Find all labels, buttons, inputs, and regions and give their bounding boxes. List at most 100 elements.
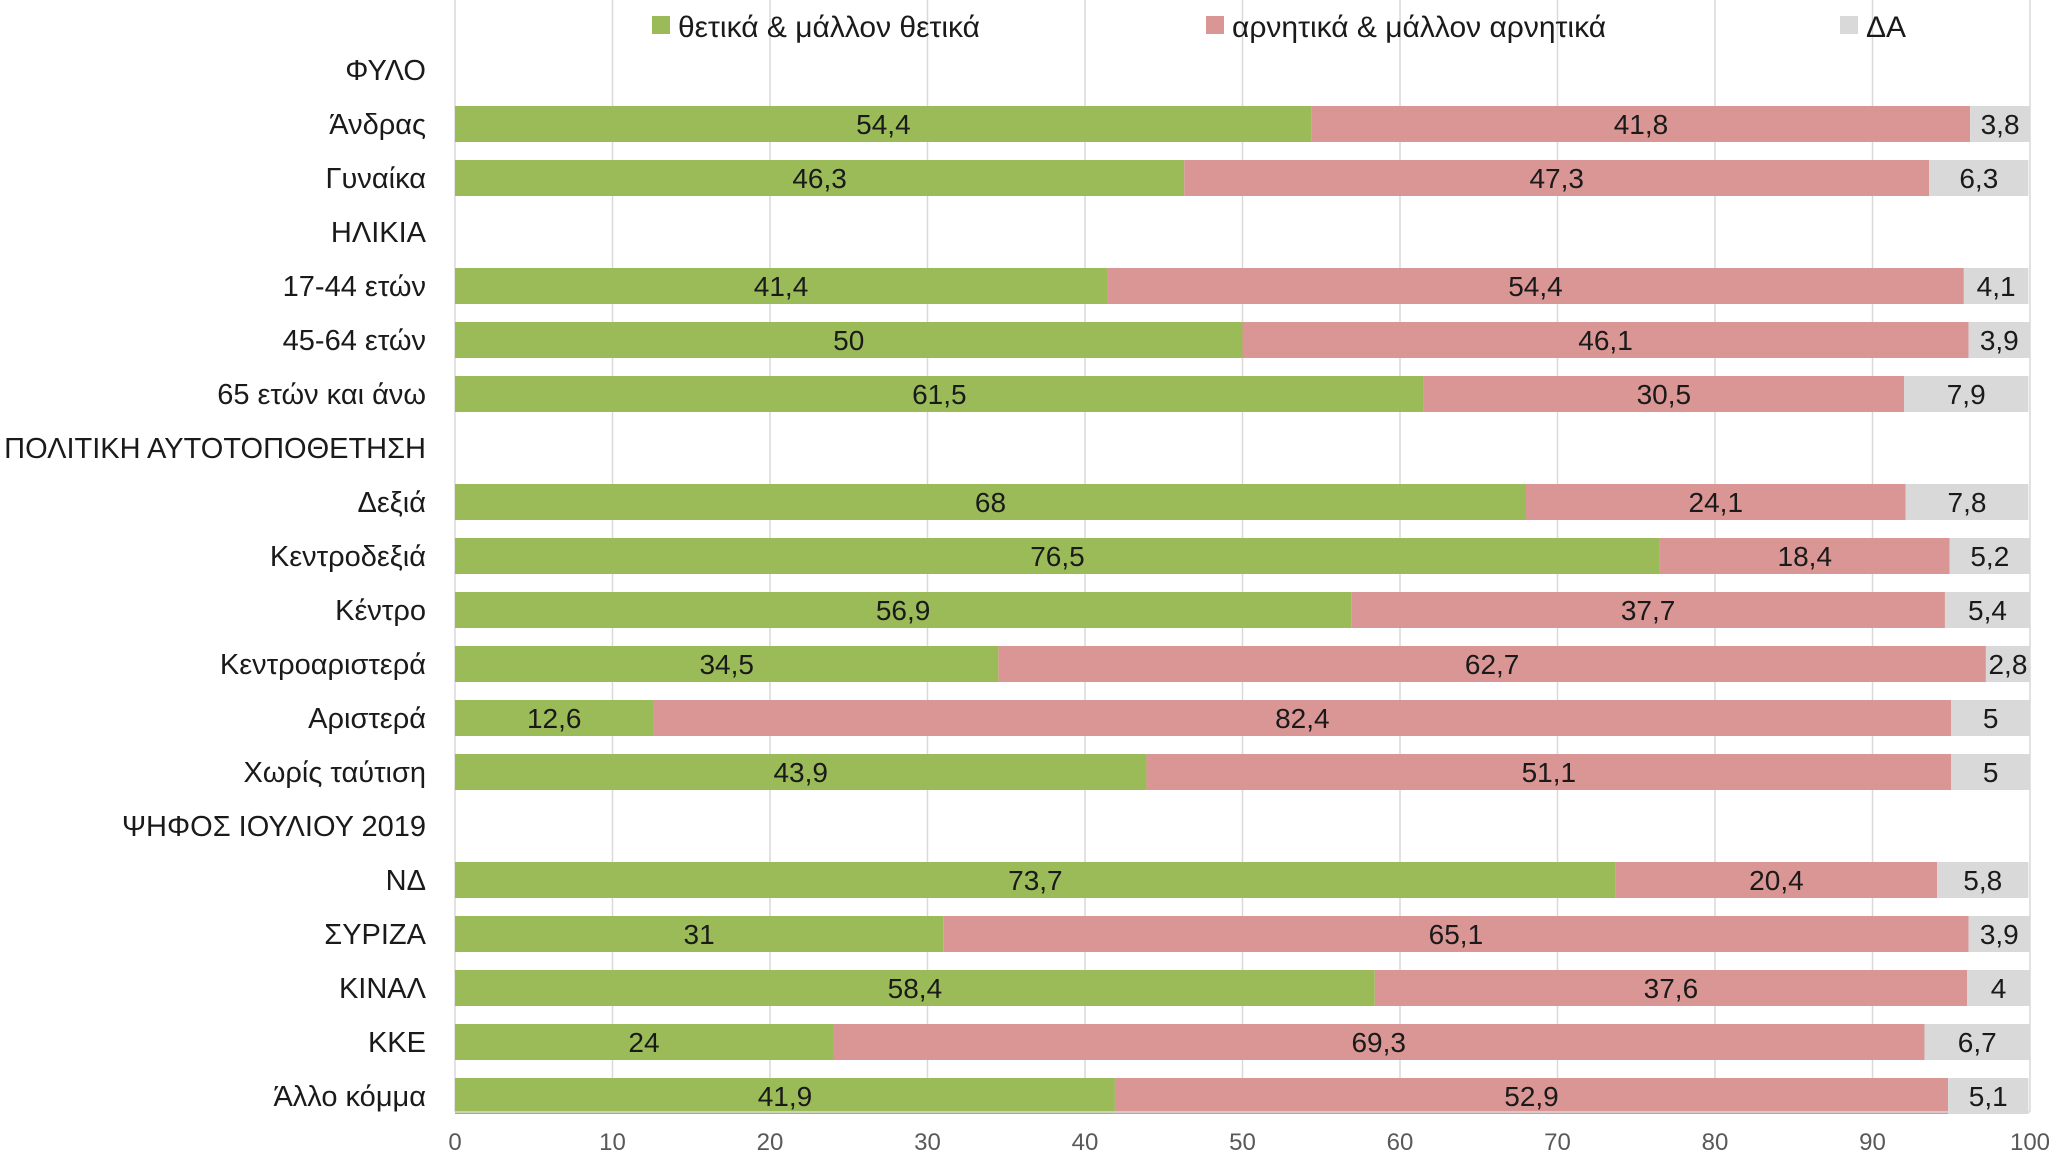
x-axis: 0 10 20 30 40 50 60 70 80 90 100 [448, 1111, 2050, 1156]
data-label: 6,3 [1959, 163, 1998, 194]
group-heading: ΠΟΛΙΤΙΚΗ ΑΥΤΟΤΟΠΟΘΕΤΗΣΗ [4, 433, 426, 465]
bar-positive [455, 700, 654, 736]
bar-dk [1929, 160, 2029, 196]
data-label: 30,5 [1637, 379, 1692, 410]
bars: 54,4 41,8 3,846,3 47,3 6,341,4 54,4 4,150 46,1 3… [455, 106, 2030, 1114]
data-label: 37,7 [1621, 595, 1676, 626]
group-heading: ΗΛΙΚΙΑ [331, 217, 427, 249]
bar-dk [1949, 538, 2030, 574]
data-label: 68 [975, 487, 1006, 518]
category-label: 17-44 ετών [283, 271, 426, 303]
bar-positive [455, 106, 1312, 142]
group-heading: ΨΗΦΟΣ ΙΟΥΛΙΟΥ 2019 [122, 811, 426, 843]
bar-negative [1615, 862, 1938, 898]
bar-negative [1184, 160, 1930, 196]
data-label: 69,3 [1351, 1027, 1406, 1058]
data-label: 73,7 [1008, 865, 1063, 896]
bar-negative [943, 916, 1969, 952]
legend-swatch [1206, 16, 1224, 34]
data-label: 4 [1991, 973, 2007, 1004]
category-label: 45-64 ετών [283, 325, 426, 357]
x-tick-label: 80 [1702, 1129, 1729, 1156]
x-tick-label: 70 [1544, 1129, 1571, 1156]
bar-dk [1924, 1024, 2030, 1060]
data-label: 5,1 [1969, 1081, 2008, 1112]
bar-negative [1242, 322, 1969, 358]
data-label: 18,4 [1778, 541, 1833, 572]
data-label: 34,5 [699, 649, 754, 680]
data-label: 54,4 [856, 109, 911, 140]
data-label: 37,6 [1644, 973, 1699, 1004]
data-label: 7,9 [1947, 379, 1986, 410]
data-label: 50 [833, 325, 864, 356]
category-labels: ΦΥΛΟ Άνδρας Γυναίκα ΗΛΙΚΙΑ 17-44 ετών 45-64 ε… [4, 55, 427, 1113]
bar-positive [455, 268, 1108, 304]
data-label: 31 [684, 919, 715, 950]
data-label: 62,7 [1465, 649, 1520, 680]
x-tick-label: 30 [914, 1129, 941, 1156]
legend-swatch [652, 16, 670, 34]
category-label: Άνδρας [329, 109, 426, 141]
data-label: 46,3 [792, 163, 847, 194]
group-heading: ΦΥΛΟ [345, 55, 426, 87]
x-tick-label: 40 [1072, 1129, 1099, 1156]
bar-positive [455, 916, 944, 952]
bar-positive [455, 592, 1352, 628]
category-label: Κεντροδεξιά [270, 541, 426, 573]
data-label: 51,1 [1522, 757, 1577, 788]
bar-negative [1423, 376, 1904, 412]
bar-positive [455, 376, 1424, 412]
data-label: 5,2 [1970, 541, 2009, 572]
bar-negative [998, 646, 1986, 682]
bar-negative [1374, 970, 1967, 1006]
data-label: 3,9 [1980, 325, 2019, 356]
bar-dk [1905, 484, 2029, 520]
legend-label: ΔΑ [1866, 11, 1906, 44]
bar-dk [1970, 106, 2030, 142]
legend-label: θετικά & μάλλον θετικά [678, 11, 980, 44]
bar-negative [1107, 268, 1964, 304]
legend-label: αρνητικά & μάλλον αρνητικά [1232, 11, 1606, 44]
category-label: Κεντροαριστερά [220, 649, 426, 681]
data-label: 2,8 [1988, 649, 2027, 680]
bar-negative [1526, 484, 1906, 520]
category-label: 65 ετών και άνω [217, 379, 426, 411]
bar-positive [455, 646, 999, 682]
bar-dk [1937, 862, 2029, 898]
category-label: ΣΥΡΙΖΑ [324, 919, 426, 951]
data-label: 24,1 [1689, 487, 1744, 518]
data-label: 3,9 [1980, 919, 2019, 950]
x-tick-label: 20 [757, 1129, 784, 1156]
category-label: ΝΔ [386, 865, 426, 897]
bar-dk [1968, 916, 2030, 952]
bar-dk [1951, 754, 2030, 790]
category-label: Δεξιά [358, 487, 427, 519]
category-label: Αριστερά [308, 703, 426, 735]
data-label: 54,4 [1508, 271, 1563, 302]
bar-positive [455, 1078, 1115, 1114]
data-label: 4,1 [1977, 271, 2016, 302]
data-label: 41,4 [754, 271, 809, 302]
data-label: 61,5 [912, 379, 967, 410]
x-tick-label: 90 [1859, 1129, 1886, 1156]
data-label: 58,4 [888, 973, 943, 1004]
bar-negative [653, 700, 1952, 736]
bar-negative [1351, 592, 1945, 628]
bar-negative [1659, 538, 1950, 574]
category-label: Άλλο κόμμα [273, 1081, 426, 1113]
bar-positive [455, 322, 1243, 358]
bar-positive [455, 970, 1375, 1006]
data-label: 5 [1983, 757, 1999, 788]
x-tick-label: 10 [599, 1129, 626, 1156]
data-label: 6,7 [1958, 1027, 1997, 1058]
data-label: 47,3 [1529, 163, 1584, 194]
category-label: Χωρίς ταύτιση [243, 757, 426, 789]
bar-dk [1968, 322, 2030, 358]
bar-negative [1146, 754, 1952, 790]
bar-positive [455, 484, 1526, 520]
data-label: 43,9 [773, 757, 828, 788]
data-label: 41,8 [1614, 109, 1669, 140]
bar-negative [1311, 106, 1971, 142]
category-label: ΚΚΕ [368, 1027, 426, 1059]
